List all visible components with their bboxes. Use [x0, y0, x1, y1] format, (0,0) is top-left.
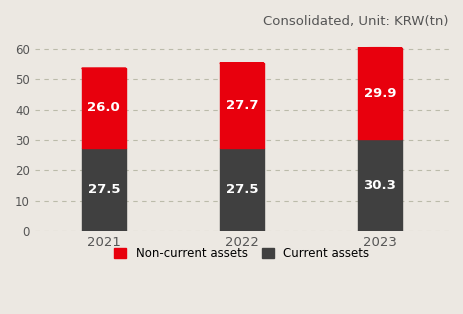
Bar — [219, 148, 263, 231]
Bar — [357, 48, 401, 139]
Text: 27.7: 27.7 — [225, 99, 257, 112]
Text: 30.3: 30.3 — [363, 179, 395, 192]
Bar — [219, 63, 263, 148]
Ellipse shape — [81, 68, 125, 69]
Text: 27.5: 27.5 — [225, 183, 257, 196]
Text: 27.5: 27.5 — [88, 183, 120, 196]
Bar — [357, 139, 401, 231]
Bar — [81, 68, 125, 69]
Bar — [81, 148, 125, 231]
Text: 29.9: 29.9 — [363, 87, 395, 100]
Text: 26.0: 26.0 — [87, 101, 120, 115]
Bar — [81, 69, 125, 148]
Legend: Non-current assets, Current assets: Non-current assets, Current assets — [110, 243, 373, 265]
Text: Consolidated, Unit: KRW(tn): Consolidated, Unit: KRW(tn) — [263, 15, 448, 28]
